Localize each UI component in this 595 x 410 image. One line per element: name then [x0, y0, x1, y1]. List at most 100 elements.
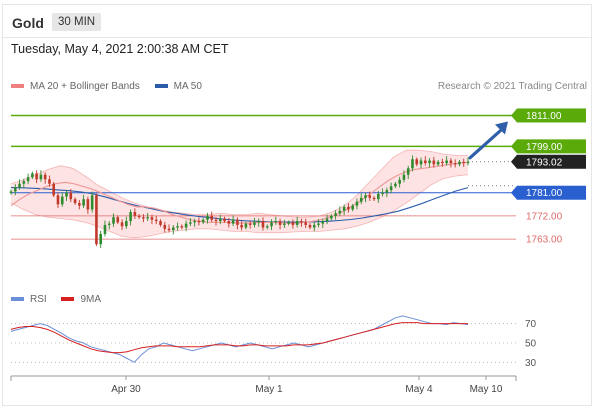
bollinger-lower-line: [10, 174, 469, 239]
instrument-title: Gold: [12, 15, 44, 31]
candle-body: [317, 223, 320, 225]
legend-label-ma20: MA 20 + Bollinger Bands: [30, 81, 140, 92]
candle-body: [231, 219, 235, 224]
level-label-4: 1772.00: [526, 211, 563, 222]
candle-body: [13, 187, 17, 192]
candle-body: [137, 215, 141, 218]
candle-body: [223, 218, 226, 222]
candle-body: [381, 192, 384, 195]
candle-body: [411, 159, 414, 169]
legend-swatch-ma20: [11, 84, 24, 89]
legend-swatch-rsi: [11, 297, 24, 302]
x-tick-label-3: May 10: [470, 384, 503, 395]
candle-body: [291, 222, 295, 225]
candle-body: [78, 203, 81, 206]
level-tag-pointer-0: [511, 108, 517, 123]
level-label-1: 1799.00: [526, 142, 563, 153]
forecast-arrow-shaft: [468, 125, 506, 160]
candle-body: [18, 183, 21, 188]
candle-body: [176, 226, 179, 228]
level-label-5: 1763.00: [526, 235, 563, 246]
candle-body: [248, 223, 252, 225]
candle-body: [107, 223, 111, 225]
candle-body: [453, 163, 457, 165]
candle-body: [39, 174, 43, 180]
candle-body: [355, 201, 359, 206]
forecast-arrow-head: [495, 121, 508, 135]
candle-body: [368, 195, 372, 198]
candle-body: [432, 160, 436, 165]
legend-item-ma20: MA 20 + Bollinger Bands: [11, 81, 140, 92]
candle-body: [142, 217, 145, 219]
candle-body: [189, 222, 192, 224]
level-label-2: 1793.02: [526, 157, 563, 168]
candle-body: [398, 179, 401, 184]
candle-body: [342, 206, 346, 211]
candle-body: [334, 213, 337, 216]
candle-body: [82, 199, 85, 206]
legend-label-ma50: MA 50: [173, 81, 202, 92]
legend-item-ma50: MA 50: [154, 81, 202, 92]
candle-body: [99, 233, 102, 245]
candle-body: [69, 192, 73, 200]
candle-body: [154, 219, 158, 222]
level-tag-pointer-3: [511, 185, 517, 200]
candle-body: [458, 161, 461, 165]
level-tag-pointer-1: [511, 139, 517, 154]
timestamp: Tuesday, May 4, 2021 2:00:38 AM CET: [11, 42, 229, 56]
candle-body: [60, 196, 64, 205]
candle-body: [406, 168, 410, 175]
candle-body: [163, 224, 167, 229]
chart-legend: MA 20 + Bollinger Bands MA 50: [11, 81, 214, 92]
level-label-3: 1781.00: [526, 188, 563, 199]
candle-body: [116, 217, 120, 223]
candle-body: [270, 222, 273, 227]
candle-body: [193, 221, 196, 223]
candle-body: [201, 219, 205, 223]
ma20-line: [10, 161, 469, 224]
candle-body: [462, 161, 466, 164]
candle-body: [129, 212, 132, 222]
legend-label-9ma: 9MA: [80, 294, 102, 305]
candle-body: [31, 173, 34, 178]
candle-body: [300, 221, 303, 223]
candle-body: [287, 222, 290, 224]
candle-body: [9, 191, 13, 193]
candle-body: [347, 206, 350, 210]
candle-body: [236, 219, 239, 225]
candle-body: [257, 221, 261, 223]
candle-body: [22, 181, 26, 184]
candle-body: [283, 223, 286, 225]
candle-body: [338, 210, 342, 214]
candle-body: [445, 160, 448, 164]
candle-body: [210, 215, 214, 220]
bollinger-upper-line: [10, 149, 468, 218]
candle-body: [73, 199, 77, 204]
level-tag-pointer-2: [511, 154, 517, 169]
candle-body: [394, 183, 397, 187]
level-tag-2: [517, 154, 586, 169]
timeframe-badge[interactable]: 30 MIN: [52, 13, 102, 31]
chart-header: Gold 30 MIN: [3, 5, 591, 38]
candle-body: [351, 205, 354, 210]
candle-body: [274, 221, 278, 223]
candle-body: [240, 224, 243, 228]
candle-body: [48, 179, 51, 184]
candle-body: [86, 199, 90, 210]
candle-body: [26, 177, 30, 182]
candle-body: [90, 195, 94, 210]
candle-body: [441, 161, 444, 164]
candle-body: [261, 221, 265, 228]
candle-body: [150, 217, 154, 220]
candle-body: [244, 223, 248, 228]
candle-body: [218, 218, 222, 222]
rsi-legend: RSI 9MA: [11, 294, 113, 305]
rsi-tick-label-30: 30: [525, 358, 537, 369]
legend-swatch-ma50: [154, 84, 168, 89]
rsi-9ma-line: [10, 322, 468, 354]
candle-body: [52, 183, 56, 196]
candle-body: [308, 224, 312, 228]
rsi-tick-label-50: 50: [525, 338, 537, 349]
candle-body: [159, 221, 162, 225]
